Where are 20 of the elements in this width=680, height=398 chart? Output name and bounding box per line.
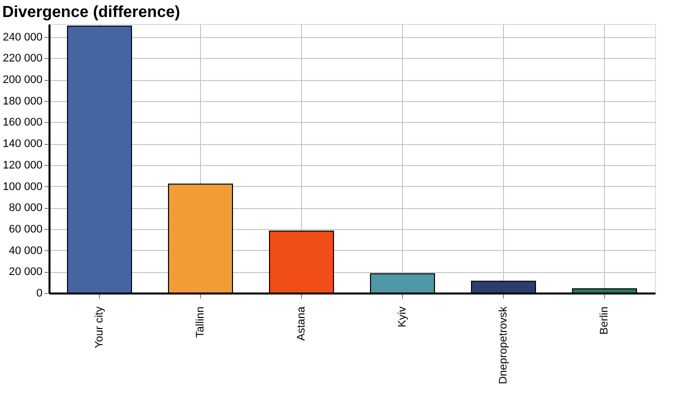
x-tick-label: Tallinn (194, 306, 206, 338)
y-tick-label: 160 000 (2, 116, 42, 129)
y-tick-label: 240 000 (2, 31, 42, 44)
x-tick-label: Your city (94, 306, 106, 348)
y-tick-label: 20 000 (8, 266, 42, 278)
chart-title: Divergence (difference) (2, 4, 180, 21)
y-tick-label: 100 000 (2, 180, 42, 193)
y-tick-label: 200 000 (2, 74, 42, 86)
y-tick-label: 140 000 (2, 138, 42, 150)
y-tick-label: 220 000 (2, 52, 42, 65)
y-tick-label: 60 000 (8, 223, 42, 236)
x-tick-label: Kyiv (396, 306, 408, 328)
y-tick-label: 0 (36, 288, 42, 300)
y-tick-label: 120 000 (2, 159, 42, 172)
x-tick-label: Berlin (598, 306, 610, 335)
y-tick-label: 40 000 (8, 244, 42, 257)
y-tick-label: 80 000 (8, 202, 42, 214)
y-tick-label: 180 000 (2, 95, 42, 108)
x-tick-label: Dnepropetrovsk (498, 306, 510, 384)
x-tick-label: Astana (296, 306, 308, 341)
